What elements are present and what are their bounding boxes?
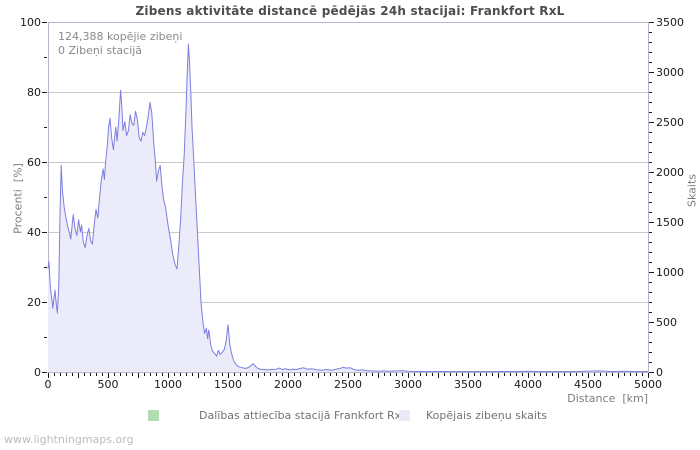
- tick-label: 0: [45, 378, 52, 391]
- tick-label: 1500: [656, 216, 684, 229]
- legend-label-participation: Dalības attiecība stacijā Frankfort RxL: [199, 409, 408, 422]
- tick-label: 60: [27, 156, 41, 169]
- legend-label-total-count: Kopējais zibeņu skaits: [426, 409, 547, 422]
- tick-label: 0: [34, 366, 41, 379]
- plot-border: [48, 22, 649, 373]
- tick-label: 100: [20, 16, 41, 29]
- total-strikes-annotation: 124,388 kopējie zibeņi: [58, 30, 183, 43]
- y-axis-right-title: Skaits: [685, 174, 699, 207]
- tick-label: 3000: [394, 378, 422, 391]
- total-count-area: [48, 44, 648, 372]
- tick-label: 2000: [274, 378, 302, 391]
- tick-label: 500: [98, 378, 119, 391]
- watermark-link[interactable]: www.lightningmaps.org: [4, 433, 134, 446]
- tick-label: 1500: [214, 378, 242, 391]
- tick-label: 3500: [454, 378, 482, 391]
- tick-label: 4000: [514, 378, 542, 391]
- tick-label: 2000: [656, 166, 684, 179]
- chart-title: Zibens aktivitāte distancē pēdējās 24h s…: [135, 4, 565, 18]
- legend-swatch-participation: [148, 410, 159, 421]
- total-count-line: [47, 43, 648, 373]
- tick-label: 20: [27, 296, 41, 309]
- tick-label: 3000: [656, 66, 684, 79]
- tick-label: 0: [656, 366, 663, 379]
- x-axis-title: Distance [km]: [567, 392, 648, 405]
- tick-label: 1000: [656, 266, 684, 279]
- tick-label: 4500: [574, 378, 602, 391]
- y-axis-left-title: Procenti [%]: [11, 163, 25, 234]
- tick-label: 500: [656, 316, 677, 329]
- station-strikes-annotation: 0 Zibeņi stacijā: [58, 44, 143, 57]
- tick-label: 2500: [334, 378, 362, 391]
- tick-label: 80: [27, 86, 41, 99]
- legend-swatch-total-count: [399, 410, 410, 421]
- tick-label: 5000: [634, 378, 662, 391]
- tick-label: 3500: [656, 16, 684, 29]
- tick-label: 2500: [656, 116, 684, 129]
- tick-label: 1000: [154, 378, 182, 391]
- tick-label: 40: [27, 226, 41, 239]
